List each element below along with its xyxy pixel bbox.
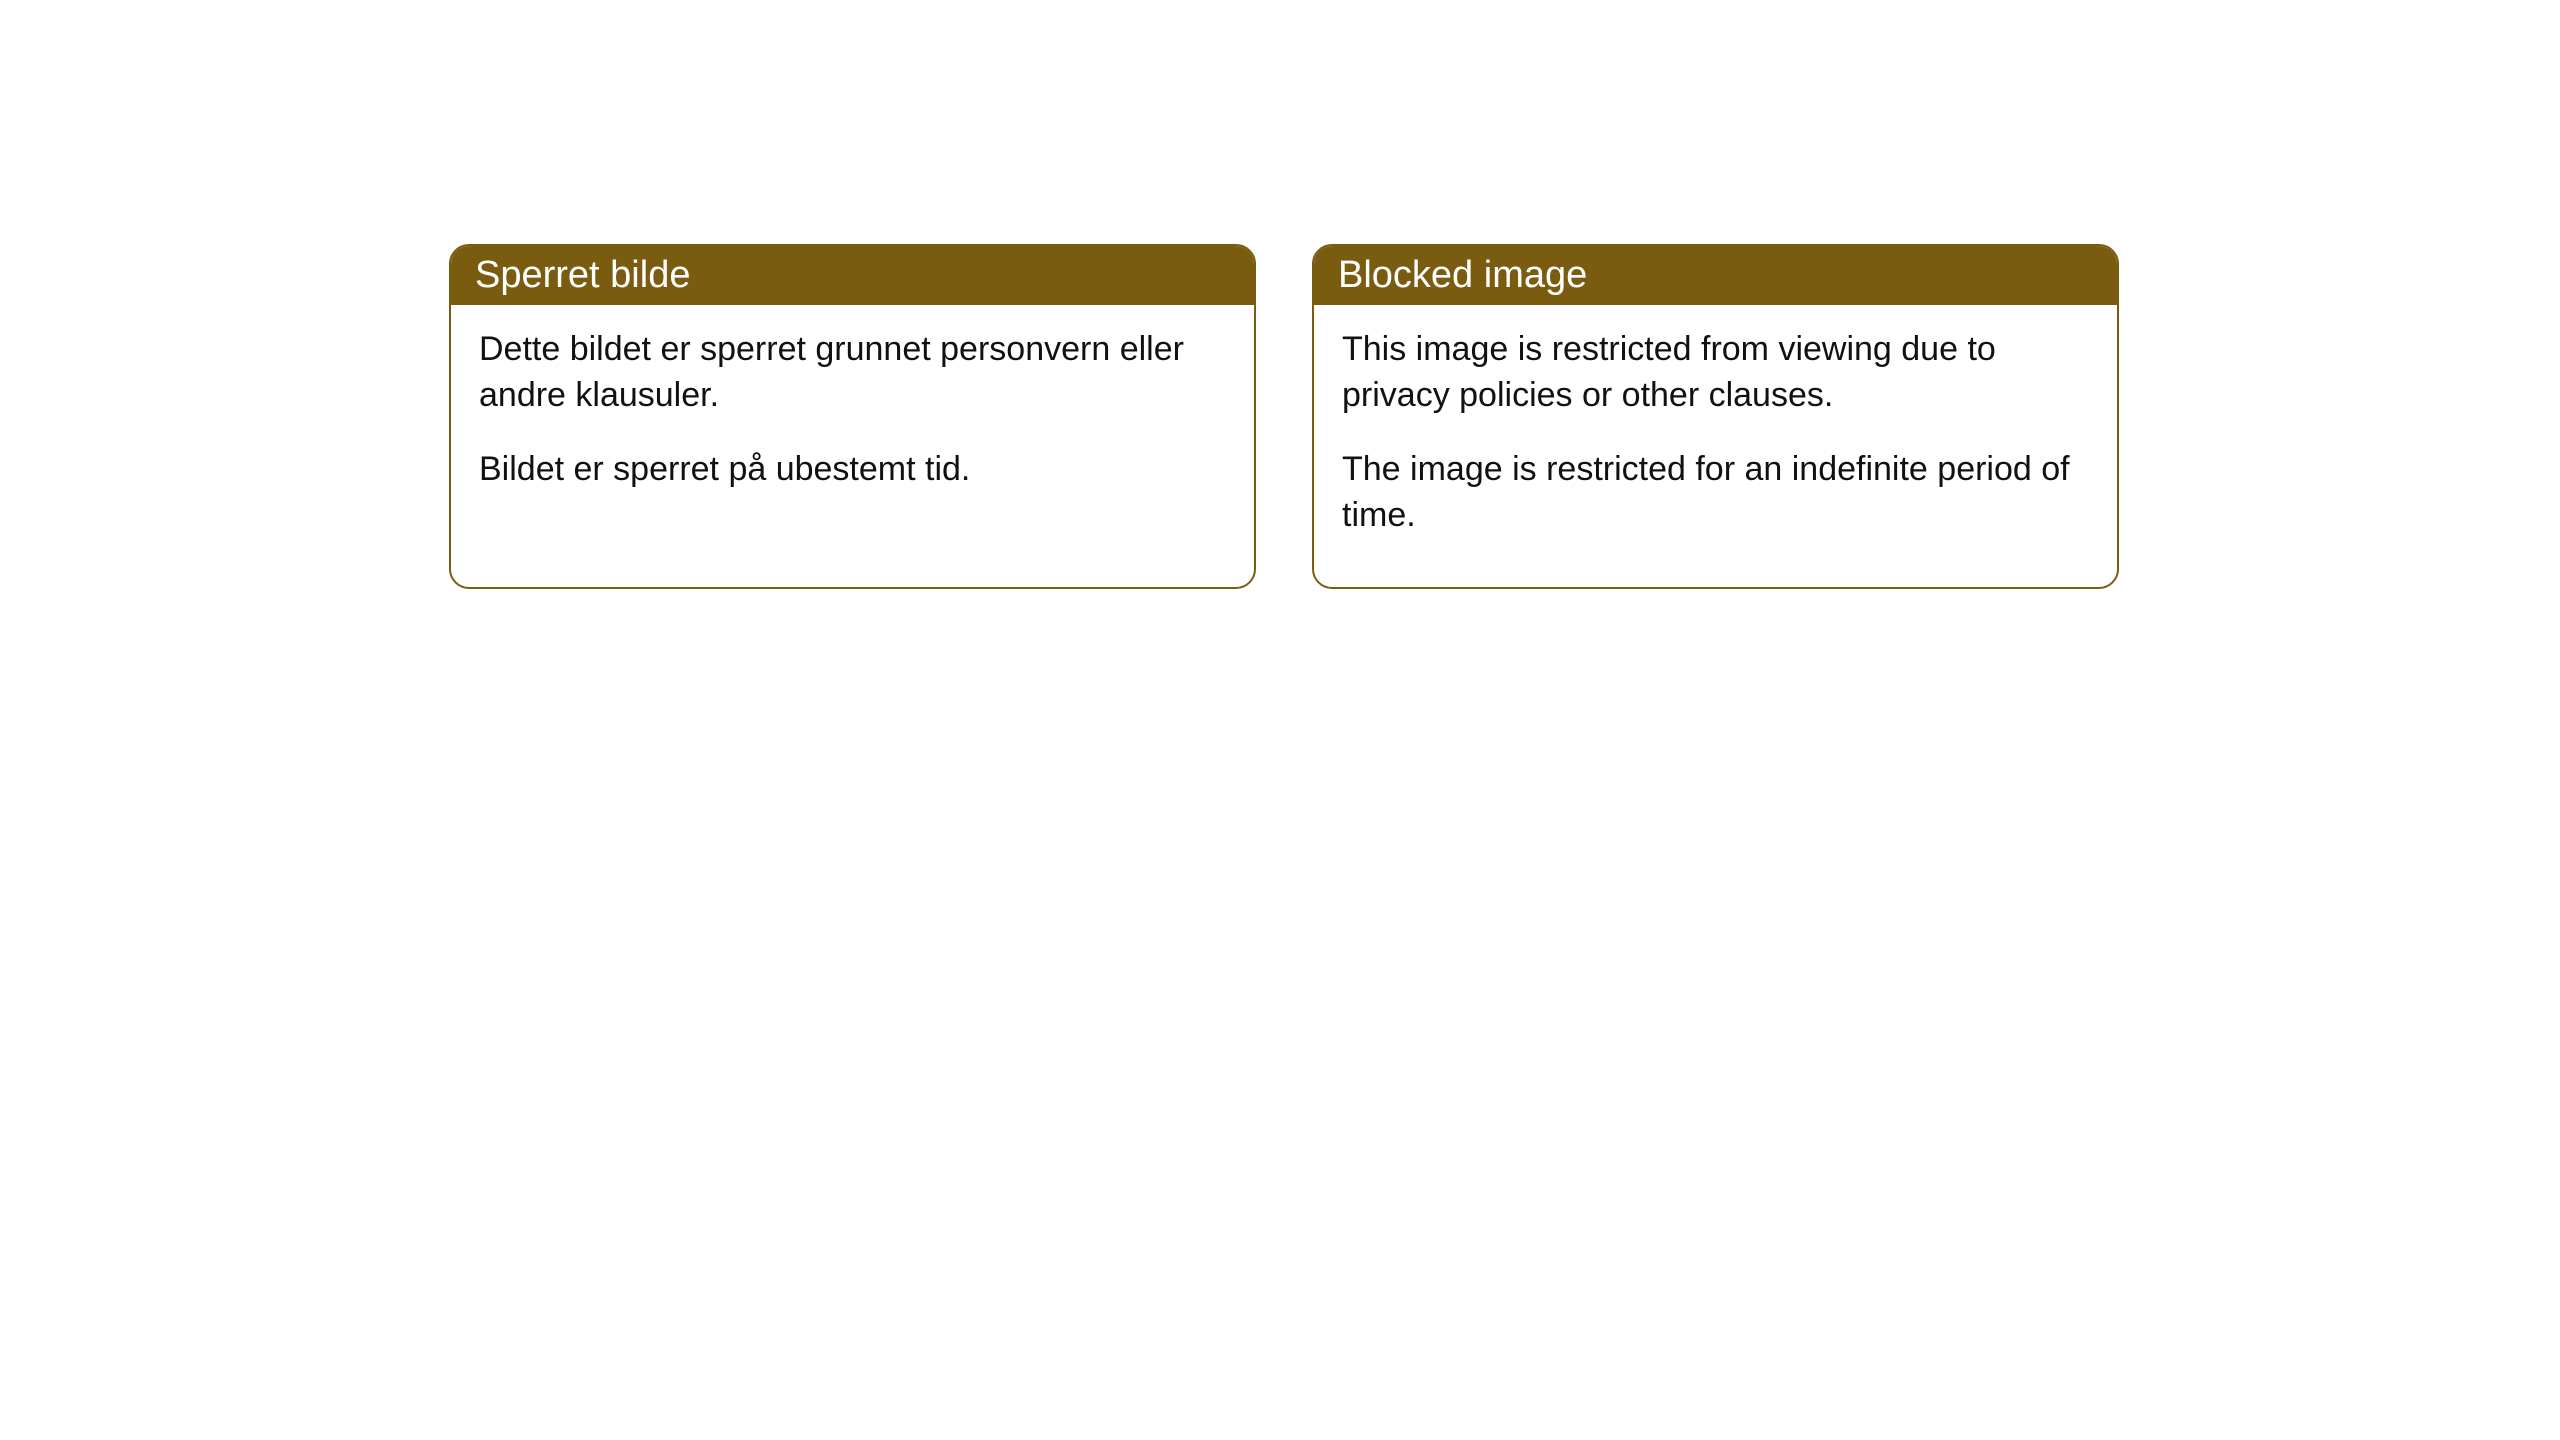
card-title: Blocked image <box>1338 254 1587 296</box>
notice-card-english: Blocked image This image is restricted f… <box>1312 244 2119 589</box>
card-body: Dette bildet er sperret grunnet personve… <box>451 305 1254 541</box>
card-header: Sperret bilde <box>451 246 1254 305</box>
card-header: Blocked image <box>1314 246 2117 305</box>
card-body: This image is restricted from viewing du… <box>1314 305 2117 587</box>
card-paragraph: The image is restricted for an indefinit… <box>1342 447 2089 539</box>
card-paragraph: Dette bildet er sperret grunnet personve… <box>479 327 1226 419</box>
card-paragraph: Bildet er sperret på ubestemt tid. <box>479 447 1226 493</box>
notice-card-norwegian: Sperret bilde Dette bildet er sperret gr… <box>449 244 1256 589</box>
card-title: Sperret bilde <box>475 254 690 296</box>
notice-container: Sperret bilde Dette bildet er sperret gr… <box>449 244 2119 589</box>
card-paragraph: This image is restricted from viewing du… <box>1342 327 2089 419</box>
